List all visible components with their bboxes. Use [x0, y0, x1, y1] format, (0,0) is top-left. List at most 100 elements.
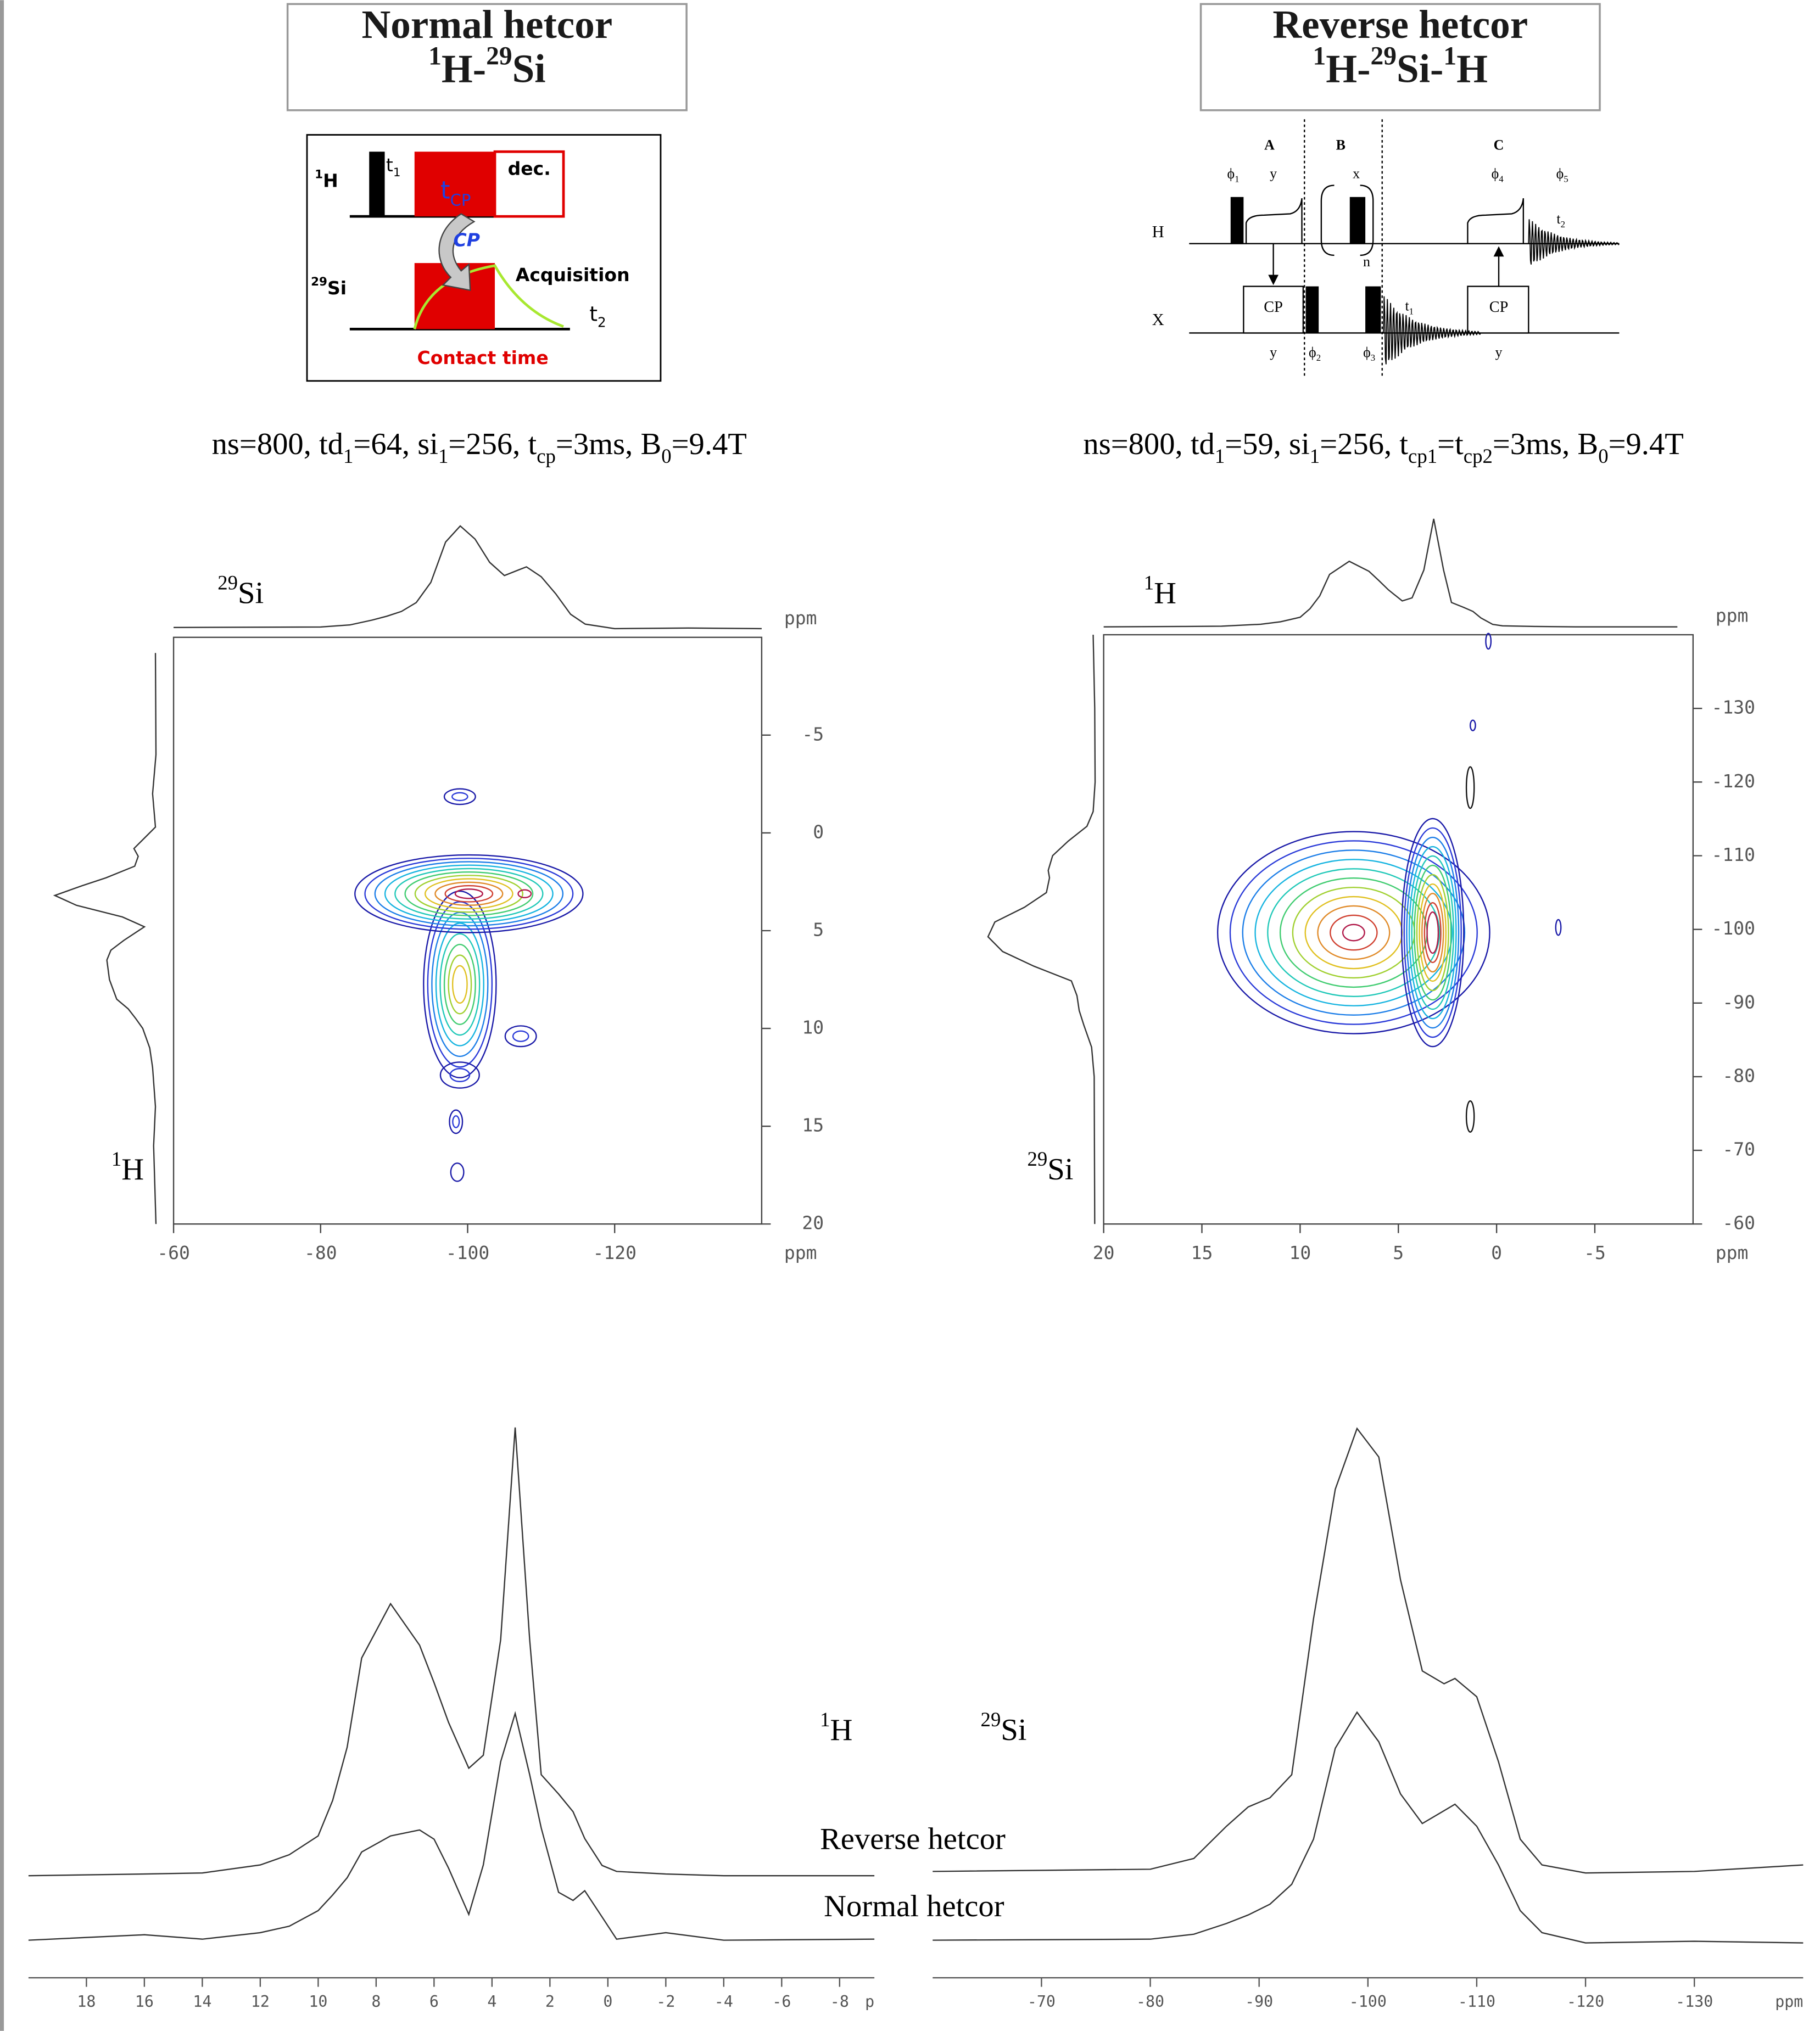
text-segment: 1 [111, 1148, 121, 1170]
contour [354, 854, 584, 933]
text-segment: t [386, 154, 393, 176]
y-tick-label: -100 [1712, 917, 1756, 939]
label: Acquisition [516, 264, 630, 286]
title: Normal hetcor [361, 2, 612, 47]
spectrum [28, 1711, 875, 1941]
chart-title: 29Si [981, 1708, 1027, 1747]
contour [1426, 911, 1439, 954]
text-segment: 1 [438, 445, 448, 467]
y-unit: ppm [1716, 605, 1749, 626]
fid [1383, 296, 1481, 365]
fid [413, 264, 564, 329]
contour [424, 878, 513, 910]
legend-label: Reverse hetcor [820, 1822, 1006, 1856]
x-tick-label: 10 [1289, 1242, 1311, 1263]
text-segment: 2 [1316, 353, 1321, 363]
cp-ramp [1245, 198, 1303, 244]
contour [1400, 818, 1465, 1048]
label: CP [1264, 299, 1283, 316]
x-tick-label: -60 [157, 1242, 190, 1263]
text-segment: 29 [1027, 1148, 1047, 1170]
contour [451, 792, 468, 802]
text-segment: ϕ [1556, 166, 1564, 182]
label: ϕ1 [1227, 166, 1239, 184]
y-tick-label: -90 [1722, 991, 1755, 1012]
x-tick-label: -70 [1028, 1993, 1056, 2011]
text-segment: =64, si [353, 427, 438, 461]
pulse-sequence: 1H t1 tCP dec. CP 29Si Acquisition t2 Co… [306, 134, 662, 382]
label: t2 [589, 301, 606, 330]
contour [1465, 766, 1475, 809]
label: 29Si [311, 275, 347, 299]
contour [384, 864, 554, 924]
axis-nucleus: 1H [111, 1148, 144, 1187]
contour [374, 861, 564, 927]
x-tick-label: 4 [487, 1993, 496, 2011]
x-tick-label: 10 [309, 1993, 327, 2011]
text-segment: 1 [315, 167, 323, 181]
text-segment: t [589, 301, 598, 326]
pulse [1305, 286, 1319, 333]
label: 1H [315, 167, 338, 191]
x-tick-label: -90 [1245, 1993, 1273, 2011]
x-tick-label: 8 [371, 1993, 381, 2011]
contour [454, 888, 483, 899]
text-segment: 1 [1443, 42, 1456, 70]
decoupling-block [493, 150, 565, 218]
label: x [1353, 166, 1360, 182]
y-tick-label: -80 [1722, 1065, 1755, 1086]
y-tick-label: 10 [802, 1017, 824, 1038]
text-segment: H [1154, 576, 1176, 610]
contour [414, 875, 524, 913]
text-segment: Si [512, 46, 546, 91]
text-segment: 29 [1371, 42, 1397, 70]
projection [1103, 518, 1678, 628]
text-segment: 5 [1564, 174, 1568, 184]
y-tick-label: 20 [802, 1212, 824, 1234]
label: C [1494, 137, 1504, 153]
contour [394, 868, 544, 920]
text-segment: 29 [486, 42, 512, 70]
text-segment: H [1456, 46, 1488, 91]
text-segment: Si- [1397, 46, 1443, 91]
x-tick-label: -6 [772, 1993, 791, 2011]
pulse [1365, 286, 1381, 333]
label: X [1152, 310, 1164, 329]
label: B [1336, 137, 1346, 153]
x-unit: p [865, 1993, 874, 2011]
x-unit: ppm [1716, 1242, 1749, 1263]
text-segment: Si [1047, 1152, 1073, 1187]
contour [1403, 827, 1462, 1038]
text-segment: H [323, 170, 338, 191]
x-tick-label: -2 [656, 1993, 675, 2011]
text-segment: 29 [311, 275, 327, 289]
text-segment: =256, t [448, 427, 537, 461]
contour [1421, 892, 1444, 973]
contour [1414, 864, 1452, 1001]
text-segment: 1 [393, 166, 401, 180]
pulse [1230, 197, 1244, 244]
title: Reverse hetcor [1272, 2, 1528, 47]
contour [1485, 633, 1492, 650]
text-segment: cp [537, 445, 556, 467]
label: ϕ2 [1309, 344, 1321, 363]
text-segment: 1 [1215, 445, 1225, 467]
label: y [1270, 166, 1277, 182]
contour [1419, 883, 1447, 982]
contour [517, 889, 532, 899]
label: y [1495, 344, 1503, 360]
title-nuclei: 1H-29Si [428, 42, 545, 91]
x-tick-label: -110 [1458, 1993, 1495, 2011]
text-segment: =3ms, B [556, 427, 661, 461]
contour [364, 858, 574, 930]
projection [174, 525, 762, 630]
x-tick-label: 6 [429, 1993, 439, 2011]
x-tick-label: 15 [1191, 1242, 1213, 1263]
bracket [1320, 184, 1374, 256]
text-segment: 29 [217, 571, 238, 594]
x-tick-label: -8 [830, 1993, 849, 2011]
y-tick-label: -130 [1712, 697, 1756, 718]
x-unit: ppm [1775, 1993, 1803, 2011]
